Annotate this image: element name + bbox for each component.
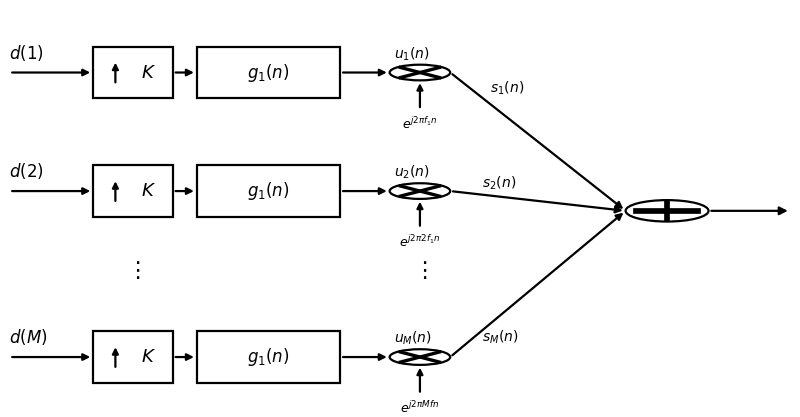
- Text: $K$: $K$: [142, 182, 156, 200]
- Text: $u_M(n)$: $u_M(n)$: [394, 330, 431, 347]
- Text: $e^{j2\pi 2f_1 n}$: $e^{j2\pi 2f_1 n}$: [399, 234, 441, 250]
- Text: $d(1)$: $d(1)$: [10, 43, 44, 63]
- Text: $d(2)$: $d(2)$: [10, 161, 44, 181]
- Text: $g_1(n)$: $g_1(n)$: [247, 346, 290, 368]
- Text: $e^{j2\pi f_1 n}$: $e^{j2\pi f_1 n}$: [402, 116, 438, 132]
- Bar: [197, 332, 340, 383]
- Text: $d(M)$: $d(M)$: [10, 327, 48, 347]
- Bar: [93, 166, 173, 217]
- Text: $s_1(n)$: $s_1(n)$: [490, 80, 524, 97]
- Bar: [197, 47, 340, 98]
- Text: $\vdots$: $\vdots$: [126, 259, 140, 281]
- Text: $\vdots$: $\vdots$: [413, 259, 427, 281]
- Bar: [93, 332, 173, 383]
- Text: $g_1(n)$: $g_1(n)$: [247, 180, 290, 202]
- Bar: [197, 166, 340, 217]
- Text: $e^{j2\pi Mfn}$: $e^{j2\pi Mfn}$: [400, 400, 439, 416]
- Text: $s_2(n)$: $s_2(n)$: [482, 174, 516, 192]
- Text: $s_M(n)$: $s_M(n)$: [482, 329, 518, 346]
- Text: $g_1(n)$: $g_1(n)$: [247, 62, 290, 83]
- Text: $u_1(n)$: $u_1(n)$: [394, 45, 430, 63]
- Text: $u_2(n)$: $u_2(n)$: [394, 164, 430, 181]
- Text: $K$: $K$: [142, 348, 156, 366]
- Bar: [93, 47, 173, 98]
- Text: $K$: $K$: [142, 63, 156, 81]
